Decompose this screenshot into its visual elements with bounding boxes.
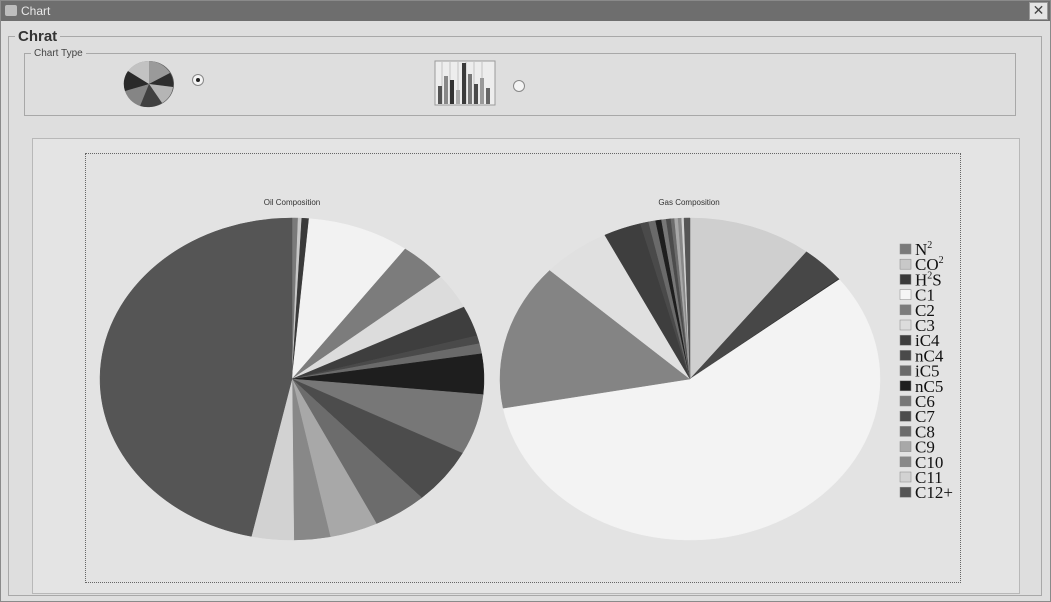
legend-label: C1 (915, 286, 935, 305)
legend: N2CO2H2SC1C2C3iC4nC4iC5nC5C6C7C8C9C10C11… (899, 240, 953, 502)
close-button[interactable]: ✕ (1029, 2, 1048, 20)
legend-label: nC4 (915, 346, 944, 365)
title-bar: Chart ✕ (1, 1, 1050, 21)
legend-swatch (899, 334, 912, 346)
oil-pie (99, 217, 485, 541)
legend-swatch (899, 289, 912, 300)
legend-label: C11 (915, 468, 943, 487)
legend-swatch (899, 304, 912, 316)
legend-label: C10 (915, 453, 943, 472)
gas-slice-c2 (499, 269, 691, 409)
legend-swatch (899, 471, 912, 483)
legend-label: iC5 (915, 362, 940, 381)
oil-slice-c12plus (99, 217, 293, 537)
legend-swatch (899, 486, 912, 498)
legend-swatch (899, 243, 912, 255)
oil-chart-title: Oil Composition (264, 198, 320, 207)
chart-type-groupbox: Chart Type (24, 48, 1016, 116)
chart-groupbox-label: Chrat (18, 28, 58, 45)
bar-chart-icon[interactable] (434, 60, 496, 106)
legend-swatch (899, 395, 912, 407)
legend-swatch (899, 274, 912, 285)
legend-label: C9 (915, 438, 935, 457)
oil-slice-c1 (291, 218, 406, 380)
legend-swatch (899, 456, 912, 468)
legend-swatch (899, 380, 912, 392)
gas-slice-n2 (689, 217, 807, 380)
legend-swatch (899, 441, 912, 452)
chart-type-label: Chart Type (34, 48, 83, 59)
pie-chart-icon[interactable] (122, 58, 176, 108)
gas-chart-title: Gas Composition (658, 198, 719, 207)
legend-swatch (899, 365, 912, 376)
legend-label: C3 (915, 316, 935, 335)
legend-swatch (899, 426, 912, 437)
gas-slice-c12plus (683, 217, 691, 380)
legend-label: C8 (915, 422, 935, 441)
legend-label: CO2 (915, 255, 944, 274)
app-icon (5, 5, 17, 16)
legend-label: H2S (915, 270, 942, 289)
legend-label: nC5 (915, 377, 943, 396)
legend-swatch (899, 350, 912, 361)
legend-swatch (899, 319, 912, 331)
radio-selected-dot (196, 78, 200, 82)
legend-label: C2 (915, 301, 935, 320)
chart-groupbox: Chrat (8, 28, 1042, 596)
legend-label: iC4 (915, 331, 940, 350)
legend-swatch (899, 258, 912, 270)
legend-label: C12+ (915, 483, 953, 502)
gas-pie (499, 217, 881, 541)
pie-chart-radio[interactable] (192, 74, 204, 86)
legend-label: C6 (915, 392, 935, 411)
gas-slice-c1 (502, 279, 881, 541)
legend-label: C7 (915, 407, 935, 426)
bar-chart-radio[interactable] (513, 80, 525, 92)
window-title: Chart (21, 4, 51, 18)
legend-swatch (899, 410, 912, 422)
